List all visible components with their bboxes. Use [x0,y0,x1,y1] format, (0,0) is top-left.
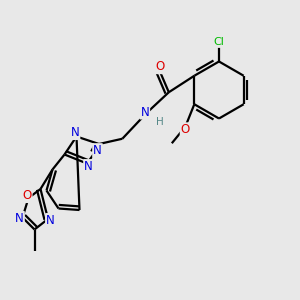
Text: N: N [93,144,102,157]
Text: O: O [22,189,32,202]
Text: N: N [15,212,24,225]
Text: N: N [70,126,80,139]
Text: O: O [181,123,190,136]
Text: H: H [156,117,164,127]
Text: Cl: Cl [214,37,224,47]
Text: O: O [155,60,164,73]
Text: N: N [46,214,55,227]
Text: N: N [84,160,93,173]
Text: N: N [140,106,149,118]
